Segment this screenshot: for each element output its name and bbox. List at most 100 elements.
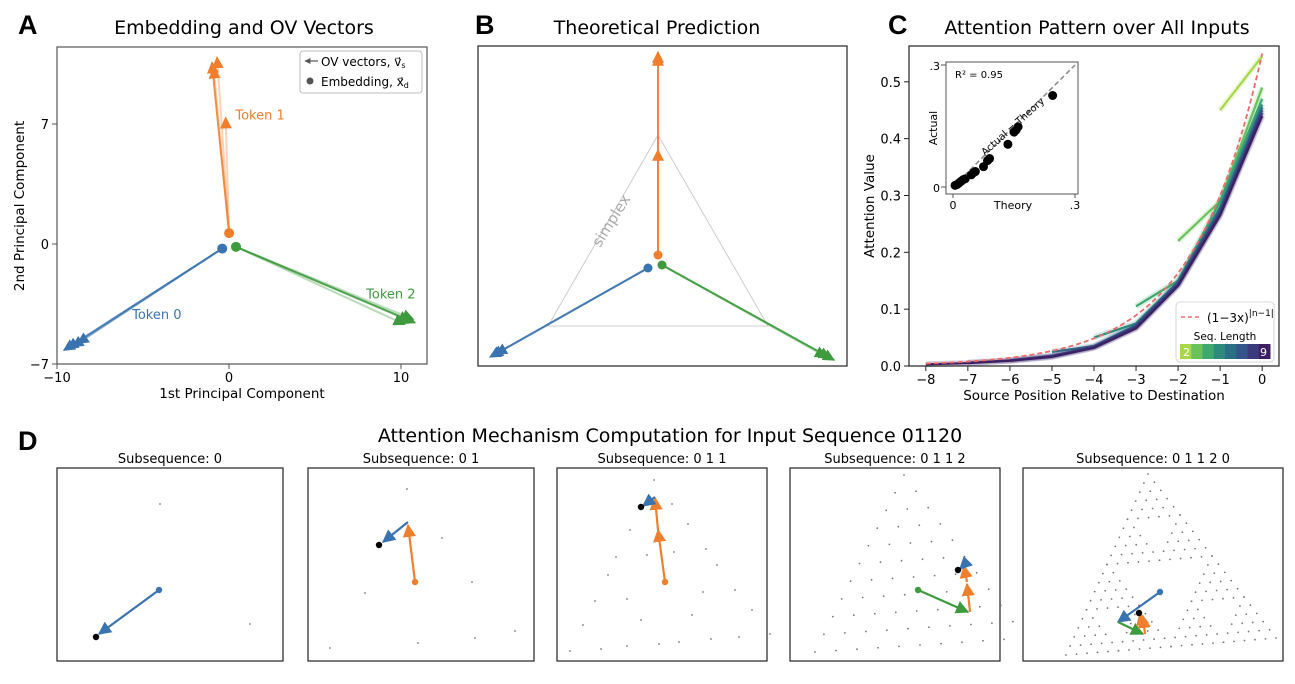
lattice-dot <box>1107 650 1109 653</box>
inset-point <box>1048 91 1058 100</box>
lattice-dot <box>1110 554 1112 557</box>
token-label: Token 2 <box>365 288 415 303</box>
subplot-4: Subsequence: 0 1 1 2 <box>789 452 1026 662</box>
subplot-1: Subsequence: 0 <box>56 452 284 662</box>
lattice-dot <box>1077 626 1080 629</box>
lattice-dot <box>1204 546 1207 549</box>
lattice-dot <box>1179 557 1182 560</box>
lattice-dot <box>1211 598 1214 601</box>
subplot-title: Subsequence: 0 1 1 <box>598 452 727 467</box>
panel-a-ylabel: 2nd Principal Component <box>12 121 28 291</box>
lattice-dot <box>970 623 972 626</box>
token1-start-point <box>661 578 669 586</box>
predicted-ov-arrow <box>490 267 649 357</box>
lattice-dot <box>999 604 1002 607</box>
lattice-dot <box>441 537 443 539</box>
identity-line <box>952 64 1076 188</box>
x-tick-label: 0 <box>225 371 233 386</box>
lattice-dot <box>1089 599 1092 602</box>
lattice-dot <box>1124 544 1127 547</box>
lattice-dot <box>1131 596 1134 599</box>
lattice-dot <box>1173 549 1175 552</box>
lattice-dot <box>831 615 834 618</box>
lattice-dot <box>1127 605 1130 608</box>
lattice-dot <box>1192 617 1195 620</box>
lattice-dot <box>1168 514 1171 517</box>
lattice-dot <box>1179 514 1181 516</box>
token-label: Token 1 <box>234 108 284 123</box>
lattice-dot <box>909 542 912 544</box>
lattice-dot <box>705 548 707 550</box>
series-line-seq-9 <box>925 115 1264 366</box>
lattice-dot <box>978 605 981 608</box>
legend-label: Embedding, x⃗d <box>321 75 409 90</box>
lattice-dot <box>1175 523 1177 525</box>
panel-a-frame <box>56 46 428 365</box>
lattice-dot <box>653 479 655 481</box>
lattice-dot <box>1112 571 1115 574</box>
lattice-dot <box>918 524 921 527</box>
lattice-dot <box>1157 629 1160 631</box>
lattice-dot <box>987 588 990 590</box>
subplot-frame <box>307 467 535 662</box>
dot-icon <box>306 77 314 85</box>
x-tick-label: −3 <box>1126 373 1145 388</box>
lattice-dot <box>949 625 951 627</box>
lattice-dot <box>844 632 846 634</box>
lattice-dot <box>1128 535 1131 538</box>
lattice-dot <box>907 627 909 630</box>
lattice-dot <box>1137 517 1139 520</box>
lattice-dot <box>1139 534 1142 537</box>
lattice-dot <box>1197 608 1199 611</box>
subplot-3: Subsequence: 0 1 1 <box>556 452 771 662</box>
lattice-dot <box>1198 582 1201 585</box>
panel-letter-a: A <box>18 10 38 40</box>
lattice-dot <box>1201 599 1203 602</box>
lattice-dot <box>1241 622 1244 625</box>
lattice-dot <box>975 571 978 574</box>
ov-vector-arrow <box>62 247 223 352</box>
lattice-dot <box>1219 580 1222 583</box>
y-tick-label: 0.0 <box>880 360 901 375</box>
token0-ov-arrow <box>641 493 657 507</box>
lattice-dot <box>1092 617 1094 619</box>
lattice-dot <box>1195 634 1197 637</box>
embedding-point <box>230 241 241 252</box>
token0-start-point <box>155 586 163 594</box>
lattice-dot <box>1132 639 1134 642</box>
lattice-dot <box>897 525 900 528</box>
lattice-dot <box>1170 532 1173 534</box>
lattice-dot <box>1143 482 1145 484</box>
lattice-dot <box>1254 638 1256 641</box>
lattice-dot <box>1087 626 1090 628</box>
lattice-dot <box>474 637 476 639</box>
panel-b: B Theoretical Prediction simplex <box>475 10 848 367</box>
lattice-dot <box>249 623 251 625</box>
lattice-dot <box>1232 596 1235 599</box>
lattice-dot <box>1094 634 1097 637</box>
lattice-dot <box>870 578 873 581</box>
lattice-dot <box>1223 571 1226 574</box>
lattice-dot <box>1207 564 1209 566</box>
panel-a-xlabel: 1st Principal Component <box>159 386 324 402</box>
lattice-dot <box>1153 481 1156 484</box>
lattice-dot <box>1205 634 1208 636</box>
subplot-frame <box>789 467 1001 662</box>
lattice-dot <box>915 490 917 493</box>
lattice-dot <box>1198 538 1201 541</box>
inset-point <box>970 167 980 177</box>
lattice-dot <box>1159 646 1162 649</box>
lattice-dot <box>1188 626 1191 629</box>
y-tick-label: 0.4 <box>880 133 901 148</box>
lattice-dot <box>900 559 903 562</box>
lattice-dot <box>1098 625 1101 628</box>
result-point <box>92 633 100 641</box>
ov-vector-arrow <box>235 245 417 324</box>
lattice-dot <box>629 529 631 531</box>
lattice-dot <box>1200 555 1203 558</box>
lattice-dot <box>936 608 939 611</box>
lattice-dot <box>1202 573 1205 575</box>
predicted-embedding-point <box>643 263 653 273</box>
lattice-dot <box>1181 531 1184 534</box>
lattice-dot <box>1073 636 1076 638</box>
